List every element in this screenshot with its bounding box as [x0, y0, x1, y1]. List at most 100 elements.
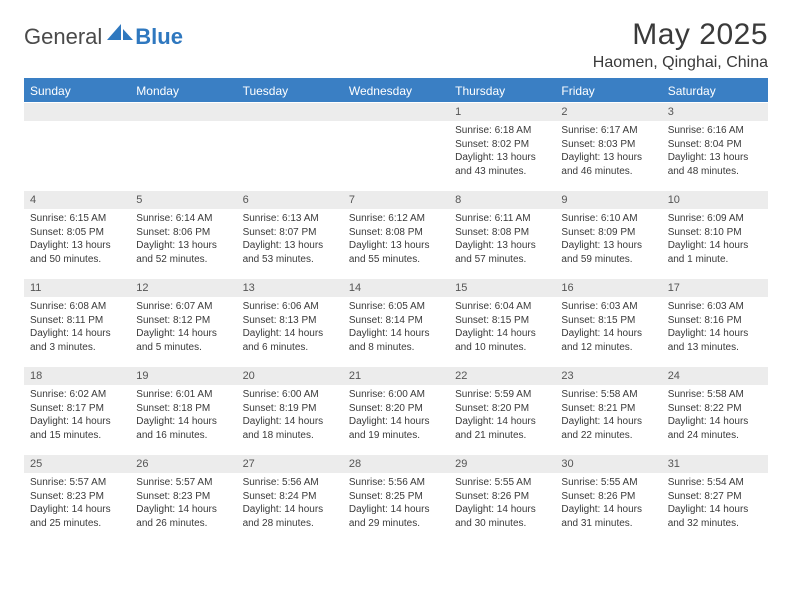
daylight-line: Daylight: 14 hours and 25 minutes.	[30, 503, 124, 530]
daylight-line: Daylight: 13 hours and 43 minutes.	[455, 151, 549, 178]
day-header: Monday	[130, 80, 236, 102]
day-header: Tuesday	[237, 80, 343, 102]
cell-content: Sunrise: 6:01 AMSunset: 8:18 PMDaylight:…	[130, 385, 236, 446]
sunrise-line: Sunrise: 6:03 AM	[561, 300, 655, 314]
sunrise-line: Sunrise: 6:09 AM	[668, 212, 762, 226]
sunrise-line: Sunrise: 6:16 AM	[668, 124, 762, 138]
cell-content: Sunrise: 5:58 AMSunset: 8:21 PMDaylight:…	[555, 385, 661, 446]
sunrise-line: Sunrise: 5:56 AM	[349, 476, 443, 490]
sunrise-line: Sunrise: 6:18 AM	[455, 124, 549, 138]
sunset-line: Sunset: 8:15 PM	[455, 314, 549, 328]
cell-content: Sunrise: 6:03 AMSunset: 8:15 PMDaylight:…	[555, 297, 661, 358]
day-number: 6	[237, 190, 343, 209]
calendar-cell: 5Sunrise: 6:14 AMSunset: 8:06 PMDaylight…	[130, 190, 236, 278]
sunset-line: Sunset: 8:14 PM	[349, 314, 443, 328]
sunrise-line: Sunrise: 5:58 AM	[668, 388, 762, 402]
calendar-cell: 28Sunrise: 5:56 AMSunset: 8:25 PMDayligh…	[343, 454, 449, 542]
day-number: 9	[555, 190, 661, 209]
calendar-week-row: 18Sunrise: 6:02 AMSunset: 8:17 PMDayligh…	[24, 366, 768, 454]
cell-content: Sunrise: 5:57 AMSunset: 8:23 PMDaylight:…	[130, 473, 236, 534]
day-number: 3	[662, 102, 768, 121]
calendar-cell: 25Sunrise: 5:57 AMSunset: 8:23 PMDayligh…	[24, 454, 130, 542]
sunrise-line: Sunrise: 6:00 AM	[349, 388, 443, 402]
daylight-line: Daylight: 14 hours and 18 minutes.	[243, 415, 337, 442]
day-number: 26	[130, 454, 236, 473]
cell-content: Sunrise: 6:11 AMSunset: 8:08 PMDaylight:…	[449, 209, 555, 270]
logo-sail-icon	[107, 22, 133, 47]
daylight-line: Daylight: 14 hours and 16 minutes.	[136, 415, 230, 442]
sunset-line: Sunset: 8:07 PM	[243, 226, 337, 240]
calendar-cell: 31Sunrise: 5:54 AMSunset: 8:27 PMDayligh…	[662, 454, 768, 542]
month-title: May 2025	[593, 18, 768, 52]
day-number: 19	[130, 366, 236, 385]
cell-content: Sunrise: 6:08 AMSunset: 8:11 PMDaylight:…	[24, 297, 130, 358]
cell-content: Sunrise: 6:17 AMSunset: 8:03 PMDaylight:…	[555, 121, 661, 182]
daylight-line: Daylight: 14 hours and 21 minutes.	[455, 415, 549, 442]
daylight-line: Daylight: 14 hours and 26 minutes.	[136, 503, 230, 530]
daylight-line: Daylight: 14 hours and 32 minutes.	[668, 503, 762, 530]
cell-content: Sunrise: 6:03 AMSunset: 8:16 PMDaylight:…	[662, 297, 768, 358]
day-number: 18	[24, 366, 130, 385]
sunrise-line: Sunrise: 6:17 AM	[561, 124, 655, 138]
daylight-line: Daylight: 13 hours and 52 minutes.	[136, 239, 230, 266]
cell-content: Sunrise: 5:56 AMSunset: 8:24 PMDaylight:…	[237, 473, 343, 534]
daylight-line: Daylight: 14 hours and 31 minutes.	[561, 503, 655, 530]
calendar-cell: 26Sunrise: 5:57 AMSunset: 8:23 PMDayligh…	[130, 454, 236, 542]
calendar-cell	[24, 102, 130, 190]
daylight-line: Daylight: 14 hours and 29 minutes.	[349, 503, 443, 530]
cell-content: Sunrise: 6:14 AMSunset: 8:06 PMDaylight:…	[130, 209, 236, 270]
calendar-cell: 21Sunrise: 6:00 AMSunset: 8:20 PMDayligh…	[343, 366, 449, 454]
sunrise-line: Sunrise: 6:06 AM	[243, 300, 337, 314]
cell-content: Sunrise: 5:57 AMSunset: 8:23 PMDaylight:…	[24, 473, 130, 534]
sunset-line: Sunset: 8:08 PM	[349, 226, 443, 240]
day-number	[24, 102, 130, 121]
calendar-cell: 30Sunrise: 5:55 AMSunset: 8:26 PMDayligh…	[555, 454, 661, 542]
cell-content: Sunrise: 5:58 AMSunset: 8:22 PMDaylight:…	[662, 385, 768, 446]
day-number: 8	[449, 190, 555, 209]
sunset-line: Sunset: 8:26 PM	[455, 490, 549, 504]
sunrise-line: Sunrise: 6:03 AM	[668, 300, 762, 314]
sunset-line: Sunset: 8:15 PM	[561, 314, 655, 328]
day-number: 21	[343, 366, 449, 385]
sunrise-line: Sunrise: 6:13 AM	[243, 212, 337, 226]
calendar-cell: 14Sunrise: 6:05 AMSunset: 8:14 PMDayligh…	[343, 278, 449, 366]
daylight-line: Daylight: 14 hours and 10 minutes.	[455, 327, 549, 354]
cell-content: Sunrise: 6:09 AMSunset: 8:10 PMDaylight:…	[662, 209, 768, 270]
sunset-line: Sunset: 8:19 PM	[243, 402, 337, 416]
sunset-line: Sunset: 8:20 PM	[455, 402, 549, 416]
cell-content: Sunrise: 6:18 AMSunset: 8:02 PMDaylight:…	[449, 121, 555, 182]
sunset-line: Sunset: 8:23 PM	[30, 490, 124, 504]
day-number: 24	[662, 366, 768, 385]
day-number: 14	[343, 278, 449, 297]
daylight-line: Daylight: 13 hours and 50 minutes.	[30, 239, 124, 266]
calendar-cell: 19Sunrise: 6:01 AMSunset: 8:18 PMDayligh…	[130, 366, 236, 454]
sunrise-line: Sunrise: 6:10 AM	[561, 212, 655, 226]
sunrise-line: Sunrise: 5:59 AM	[455, 388, 549, 402]
day-number: 12	[130, 278, 236, 297]
sunset-line: Sunset: 8:06 PM	[136, 226, 230, 240]
day-number: 2	[555, 102, 661, 121]
calendar-cell	[130, 102, 236, 190]
sunrise-line: Sunrise: 5:54 AM	[668, 476, 762, 490]
daylight-line: Daylight: 14 hours and 12 minutes.	[561, 327, 655, 354]
daylight-line: Daylight: 13 hours and 55 minutes.	[349, 239, 443, 266]
sunset-line: Sunset: 8:09 PM	[561, 226, 655, 240]
calendar-head: SundayMondayTuesdayWednesdayThursdayFrid…	[24, 80, 768, 102]
daylight-line: Daylight: 14 hours and 19 minutes.	[349, 415, 443, 442]
logo-text-general: General	[24, 24, 102, 50]
sunrise-line: Sunrise: 6:07 AM	[136, 300, 230, 314]
sunrise-line: Sunrise: 6:01 AM	[136, 388, 230, 402]
calendar-cell: 16Sunrise: 6:03 AMSunset: 8:15 PMDayligh…	[555, 278, 661, 366]
calendar-page: General Blue May 2025 Haomen, Qinghai, C…	[0, 0, 792, 560]
calendar-cell: 12Sunrise: 6:07 AMSunset: 8:12 PMDayligh…	[130, 278, 236, 366]
cell-content: Sunrise: 6:15 AMSunset: 8:05 PMDaylight:…	[24, 209, 130, 270]
sunrise-line: Sunrise: 6:02 AM	[30, 388, 124, 402]
location: Haomen, Qinghai, China	[593, 54, 768, 72]
daylight-line: Daylight: 13 hours and 53 minutes.	[243, 239, 337, 266]
daylight-line: Daylight: 14 hours and 8 minutes.	[349, 327, 443, 354]
day-number: 13	[237, 278, 343, 297]
day-number: 7	[343, 190, 449, 209]
day-number	[237, 102, 343, 121]
day-header: Sunday	[24, 80, 130, 102]
calendar-cell: 15Sunrise: 6:04 AMSunset: 8:15 PMDayligh…	[449, 278, 555, 366]
